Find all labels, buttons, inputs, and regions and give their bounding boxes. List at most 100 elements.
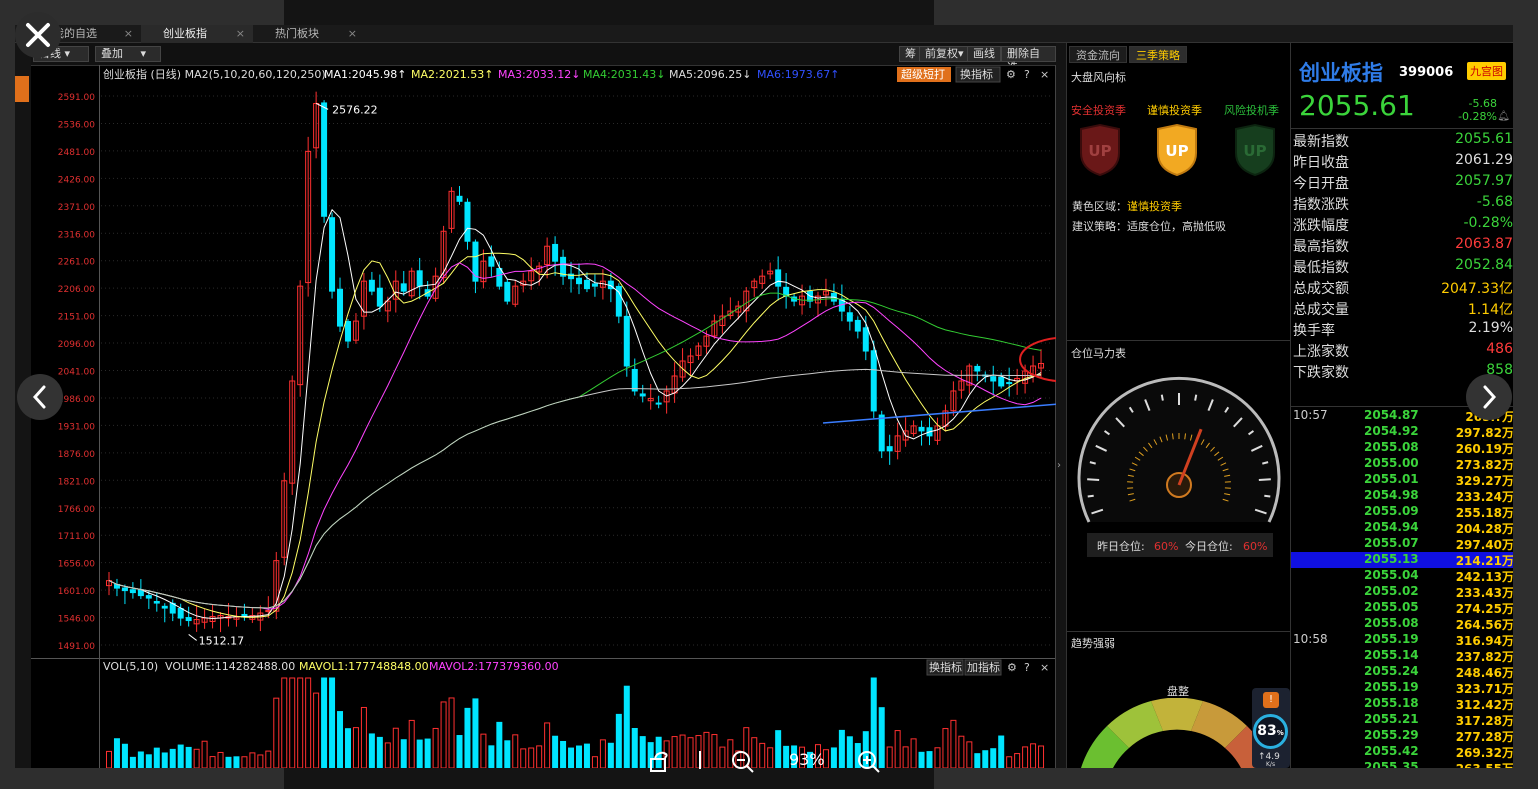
divider <box>1067 340 1290 341</box>
vol-add-button[interactable] <box>964 659 1002 676</box>
tick-row[interactable]: 2055.42 269.32万 <box>1291 744 1513 760</box>
screenshot-frame: 我的自选 × 创业板指 × 热门板块 × 日线 ▾ 叠加 ▾ 筹 前复权▾ 画线… <box>15 25 1513 768</box>
vol-switch-button[interactable] <box>926 659 964 676</box>
tick-time: 10:57 <box>1293 408 1328 422</box>
tick-row[interactable]: 2055.01 329.27万 <box>1291 472 1513 488</box>
next-image-button[interactable] <box>1466 374 1512 420</box>
tick-row[interactable]: 2055.09 255.18万 <box>1291 504 1513 520</box>
kline-chart[interactable]: 创业板指 (日线) MA2(5,10,20,60,120,250) MA1:20… <box>31 65 1056 768</box>
tab-hot-sectors[interactable]: 热门板块 × <box>253 25 365 43</box>
quote-label: 下跌家数 <box>1293 365 1349 381</box>
tick-row[interactable]: 2055.05 274.25万 <box>1291 600 1513 616</box>
close-icon[interactable]: × <box>235 27 245 40</box>
today-label: 今日仓位: <box>1185 539 1233 553</box>
volume-bar <box>902 746 909 768</box>
quote-value: 2061.29 <box>1455 152 1513 168</box>
close-icon[interactable]: × <box>1040 68 1049 81</box>
ma-line-ma6 <box>108 368 1042 609</box>
help-icon[interactable]: ? <box>1024 661 1030 674</box>
fq-select[interactable]: 前复权▾ <box>919 46 970 62</box>
volume-bar <box>639 736 646 768</box>
chevron-right-icon[interactable]: › <box>1057 460 1061 471</box>
tab-watchlist[interactable]: 我的自选 × <box>31 25 141 43</box>
close-icon[interactable]: × <box>123 27 133 40</box>
candle-body <box>870 350 877 412</box>
tick-volume: 237.82万 <box>1455 650 1513 664</box>
candle-body <box>305 150 312 284</box>
tick-row[interactable]: 2055.13 214.21万 <box>1291 552 1513 568</box>
quote-row: 今日开盘 2057.97 <box>1293 173 1513 193</box>
y-tick-label: 2371.00 <box>58 203 95 213</box>
super-short-button[interactable] <box>897 67 951 82</box>
tick-row[interactable]: 2055.00 273.82万 <box>1291 456 1513 472</box>
volume-bar <box>464 707 471 768</box>
candle-body <box>440 230 447 279</box>
candle-body <box>161 605 168 609</box>
tick-row[interactable]: 2055.19 323.71万 <box>1291 680 1513 696</box>
candle-body <box>552 243 559 262</box>
tick-row[interactable]: 2055.18 312.42万 <box>1291 696 1513 712</box>
volume-bar <box>456 735 463 768</box>
vol-switch-label: 换指标 <box>929 660 962 674</box>
gauge-tick <box>1233 417 1243 428</box>
chip-button[interactable]: 筹 <box>899 46 922 62</box>
tick-row[interactable]: 2055.04 242.13万 <box>1291 568 1513 584</box>
tick-row[interactable]: 2055.08 264.56万 <box>1291 616 1513 632</box>
tab-fund-flow[interactable]: 资金流向 <box>1069 46 1127 63</box>
gauge-tick <box>1087 478 1100 481</box>
candle-body <box>512 285 519 305</box>
remove-watch-button[interactable]: 删除自选 <box>1001 46 1056 74</box>
prev-image-button[interactable] <box>17 374 63 420</box>
tab-chinext[interactable]: 创业板指 × <box>141 25 253 43</box>
y-tick-label: 1876.00 <box>58 450 95 460</box>
volume-bar <box>169 748 176 768</box>
quote-row: 涨跌幅度 -0.28% <box>1293 215 1513 235</box>
close-icon[interactable]: × <box>1040 661 1049 674</box>
speed-number: 4.9 <box>1265 752 1280 762</box>
tick-price: 2055.01 <box>1364 472 1419 486</box>
volume-bar <box>281 677 288 768</box>
gauge-tick <box>1262 461 1269 465</box>
gauge-inner-tick <box>1129 498 1136 502</box>
tick-row[interactable]: 2055.07 297.40万 <box>1291 536 1513 552</box>
panel-divider[interactable]: › <box>1056 43 1066 768</box>
candle-body <box>384 300 391 312</box>
tick-row[interactable]: 2055.14 237.82万 <box>1291 648 1513 664</box>
volume-bar <box>583 743 590 768</box>
rotate-icon[interactable] <box>646 749 672 775</box>
candle-body <box>687 355 694 364</box>
tick-row[interactable]: 2054.92 297.82万 <box>1291 424 1513 440</box>
help-icon[interactable]: ? <box>1024 68 1030 81</box>
close-viewer-button[interactable] <box>15 12 61 58</box>
tab-three-season[interactable]: 三季策略 <box>1129 46 1187 63</box>
switch-indicator-button[interactable] <box>955 66 1001 83</box>
draw-line-button[interactable]: 画线 <box>967 46 1001 62</box>
gear-icon[interactable]: ⚙ <box>1007 661 1017 674</box>
tick-row[interactable]: 2055.08 260.19万 <box>1291 440 1513 456</box>
close-icon[interactable]: × <box>347 27 357 40</box>
divider <box>1067 631 1290 632</box>
tick-row[interactable]: 2055.35 263.55万 <box>1291 760 1513 768</box>
tick-price: 2055.13 <box>1364 552 1419 566</box>
gear-icon[interactable]: ⚙ <box>1006 68 1016 81</box>
zoom-in-icon[interactable] <box>856 749 882 775</box>
volume-bar <box>926 751 933 768</box>
overlay-select[interactable]: 叠加 ▾ <box>95 46 161 62</box>
tick-row[interactable]: 2055.02 233.43万 <box>1291 584 1513 600</box>
tick-row[interactable]: 2055.29 277.28万 <box>1291 728 1513 744</box>
candle-body <box>153 600 160 604</box>
tick-row[interactable]: 2054.98 233.24万 <box>1291 488 1513 504</box>
candle-body <box>615 285 622 317</box>
quote-value: 486 <box>1486 341 1513 357</box>
tick-row[interactable]: 2055.21 317.28万 <box>1291 712 1513 728</box>
candle-body <box>767 270 774 275</box>
grid-view-button[interactable]: 九宫图 <box>1467 62 1506 80</box>
bell-icon[interactable]: 🔔︎ <box>1497 111 1510 122</box>
tick-row[interactable]: 2054.94 204.28万 <box>1291 520 1513 536</box>
tick-row[interactable]: 2055.24 248.46万 <box>1291 664 1513 680</box>
speed-widget[interactable]: ! 83% ↑4.9 K/s <box>1252 688 1290 768</box>
y-tick-label: 1491.00 <box>58 642 95 652</box>
volume-bar <box>145 754 152 768</box>
tick-row[interactable]: 10:58 2055.19 316.94万 <box>1291 632 1513 648</box>
zoom-out-icon[interactable] <box>730 749 756 775</box>
